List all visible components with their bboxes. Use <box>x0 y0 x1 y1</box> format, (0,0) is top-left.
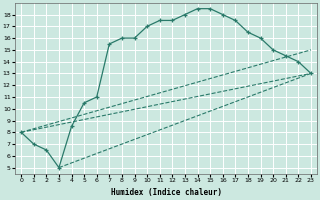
X-axis label: Humidex (Indice chaleur): Humidex (Indice chaleur) <box>110 188 221 197</box>
